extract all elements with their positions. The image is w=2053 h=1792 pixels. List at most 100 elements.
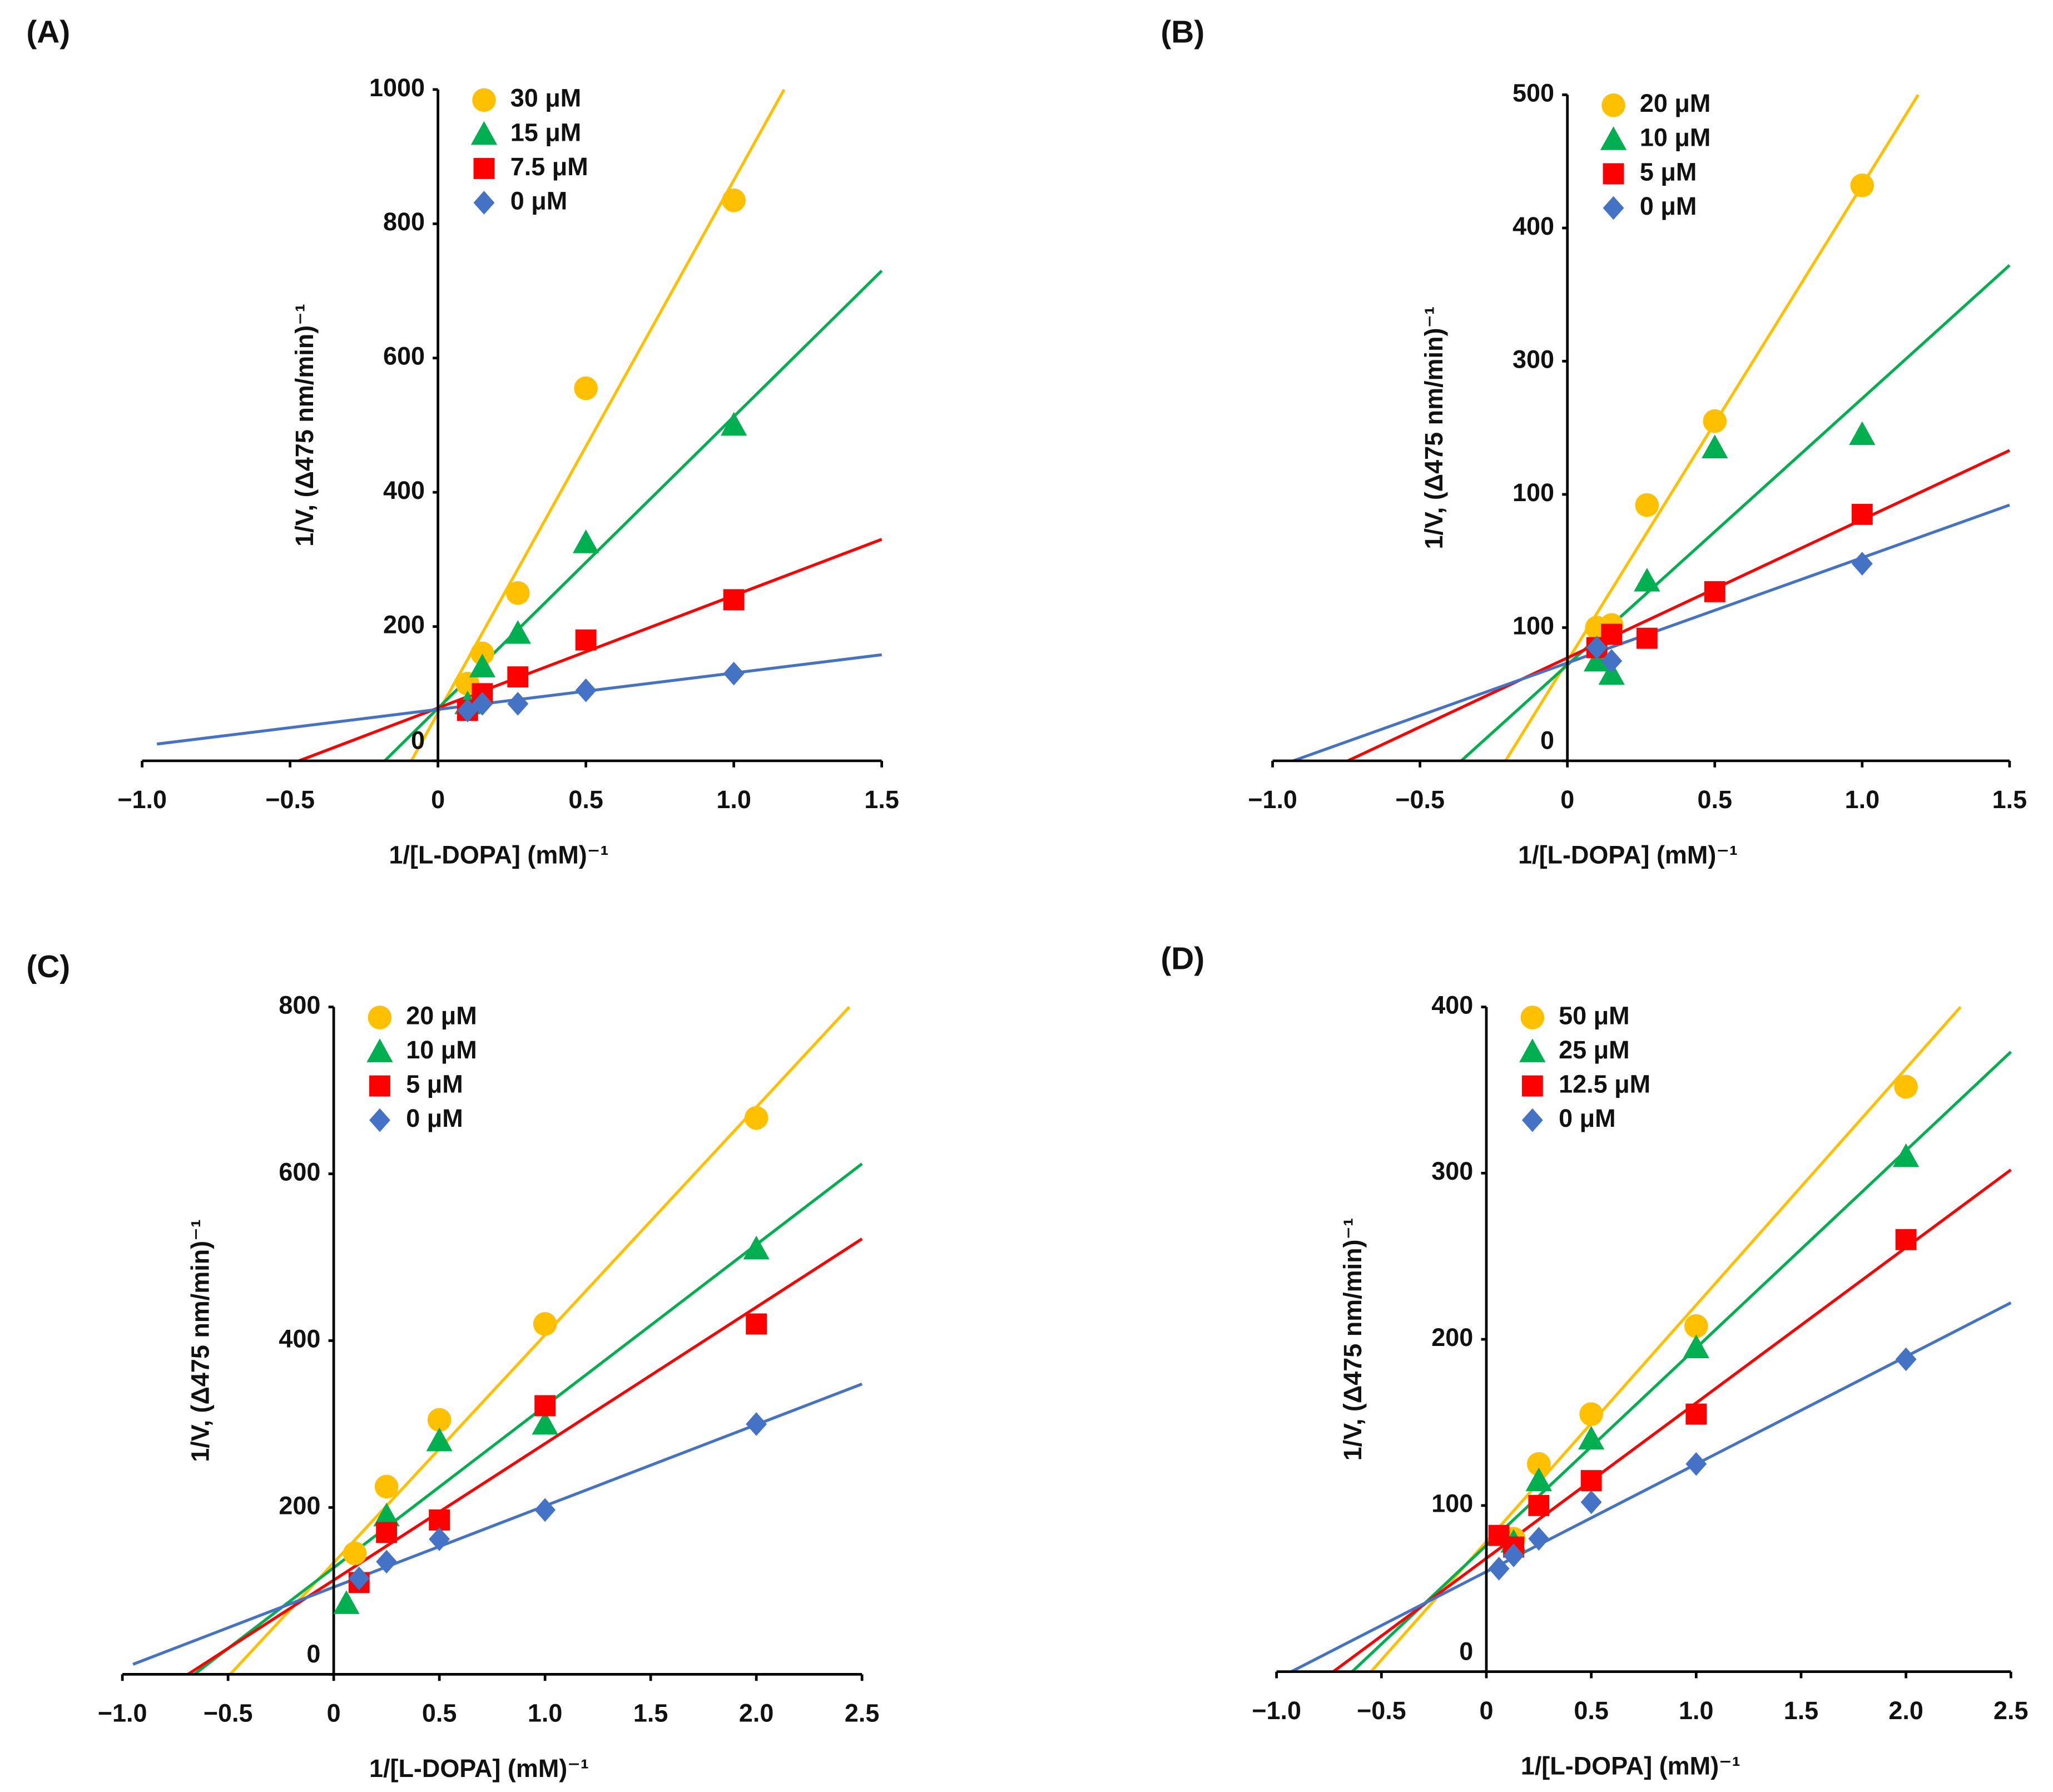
x-tick-label: 2.0 — [739, 1699, 773, 1727]
point — [469, 654, 496, 677]
point — [376, 1522, 398, 1543]
x-tick-label: 1.5 — [1784, 1696, 1819, 1725]
point — [333, 1590, 360, 1614]
legend-label: 30 μM — [510, 84, 581, 112]
x-tick-label: −1.0 — [1248, 785, 1297, 814]
panel-label: (A) — [26, 15, 70, 50]
point — [472, 692, 493, 716]
point — [575, 629, 597, 651]
legend-marker — [1519, 1038, 1546, 1062]
point — [534, 1498, 556, 1522]
x-tick-label: 1.0 — [1845, 785, 1880, 814]
x-tick-label: −0.5 — [265, 785, 315, 814]
y-tick-label: 800 — [279, 991, 320, 1019]
point — [427, 1408, 452, 1432]
legend-marker — [1601, 93, 1625, 117]
point — [1685, 1403, 1707, 1425]
point — [470, 641, 494, 666]
point — [723, 661, 745, 686]
x-tick-label: −0.5 — [1357, 1696, 1406, 1725]
legend-label: 5 μM — [1640, 157, 1697, 186]
point — [743, 1235, 770, 1260]
legend-label: 20 μM — [406, 1001, 477, 1029]
legend-marker — [473, 158, 495, 179]
y-tick-label: 100 — [1513, 611, 1554, 640]
x-tick-label: 0.5 — [1698, 785, 1733, 814]
y-tick-label: 0 — [1459, 1637, 1473, 1665]
point — [1636, 627, 1658, 649]
y-axis-title: 1/V, (Δ475 nm/min)⁻¹ — [1420, 306, 1448, 550]
y-tick-label: 200 — [279, 1491, 320, 1519]
point — [1703, 409, 1727, 433]
x-tick-label: 1.5 — [864, 785, 899, 814]
legend-marker — [368, 1006, 392, 1029]
point — [572, 529, 599, 553]
point — [574, 376, 598, 400]
legend-label: 7.5 μM — [510, 152, 588, 181]
legend-label: 50 μM — [1559, 1001, 1629, 1029]
legend-marker — [1600, 126, 1627, 150]
point — [1894, 1075, 1918, 1099]
legend-label: 10 μM — [1640, 123, 1710, 152]
x-tick-label: −1.0 — [98, 1699, 147, 1727]
point — [1684, 1314, 1708, 1338]
x-tick-label: −1.0 — [1252, 1696, 1301, 1725]
point — [575, 678, 597, 702]
y-tick-label: 600 — [279, 1157, 320, 1186]
legend-marker — [470, 121, 498, 145]
fit-line — [1332, 1169, 2012, 1673]
point — [746, 1313, 767, 1335]
point — [1895, 1347, 1917, 1372]
legend-marker — [473, 191, 495, 215]
x-tick-label: 1.5 — [1992, 785, 2027, 814]
fit-line — [132, 1383, 863, 1666]
x-tick-label: 0 — [431, 785, 445, 814]
legend-label: 0 μM — [510, 186, 567, 215]
y-tick-label: 800 — [383, 207, 425, 236]
legend-marker — [1603, 163, 1624, 185]
point — [1579, 1402, 1603, 1426]
point — [504, 620, 531, 644]
y-tick-label: 1000 — [369, 73, 425, 102]
legend-label: 25 μM — [1559, 1036, 1629, 1064]
legend-label: 0 μM — [1559, 1104, 1615, 1132]
y-axis-title: 1/V, (Δ475 nm/min)⁻¹ — [1338, 1218, 1367, 1461]
x-axis-title: 1/[L-DOPA] (mM)⁻¹ — [389, 841, 608, 869]
point — [1634, 567, 1660, 592]
point — [723, 589, 745, 611]
point — [1580, 1470, 1602, 1491]
legend-label: 0 μM — [406, 1104, 463, 1132]
x-tick-label: 0 — [1560, 785, 1574, 814]
y-tick-label: 300 — [1431, 1157, 1473, 1185]
fit-line — [1290, 1301, 2012, 1673]
point — [1525, 1467, 1552, 1491]
point — [1527, 1452, 1551, 1476]
x-tick-label: 1.0 — [528, 1699, 563, 1727]
x-tick-label: 0 — [327, 1699, 341, 1727]
y-tick-label: 100 — [1513, 478, 1554, 507]
y-tick-label: 0 — [1540, 726, 1554, 755]
x-axis-title: 1/[L-DOPA] (mM)⁻¹ — [369, 1754, 589, 1783]
point — [1635, 493, 1659, 517]
point — [376, 1550, 398, 1574]
x-tick-label: 2.5 — [845, 1699, 880, 1727]
x-tick-label: −1.0 — [117, 785, 167, 814]
x-tick-label: 1.0 — [1679, 1696, 1714, 1725]
x-tick-label: 0 — [1479, 1696, 1493, 1725]
y-tick-label: 500 — [1513, 78, 1554, 107]
legend-marker — [1603, 196, 1624, 220]
legend-label: 10 μM — [406, 1036, 477, 1064]
legend-marker — [472, 88, 496, 112]
point — [426, 1427, 453, 1452]
point — [1683, 1334, 1709, 1358]
y-tick-label: 400 — [1431, 991, 1473, 1019]
y-tick-label: 400 — [1513, 212, 1554, 240]
point — [348, 1566, 370, 1591]
y-axis-title: 1/V, (Δ475 nm/min)⁻¹ — [290, 304, 319, 547]
point — [1488, 1557, 1510, 1581]
y-tick-label: 200 — [383, 610, 425, 638]
panel-label: (C) — [26, 949, 70, 984]
point — [1586, 636, 1608, 660]
